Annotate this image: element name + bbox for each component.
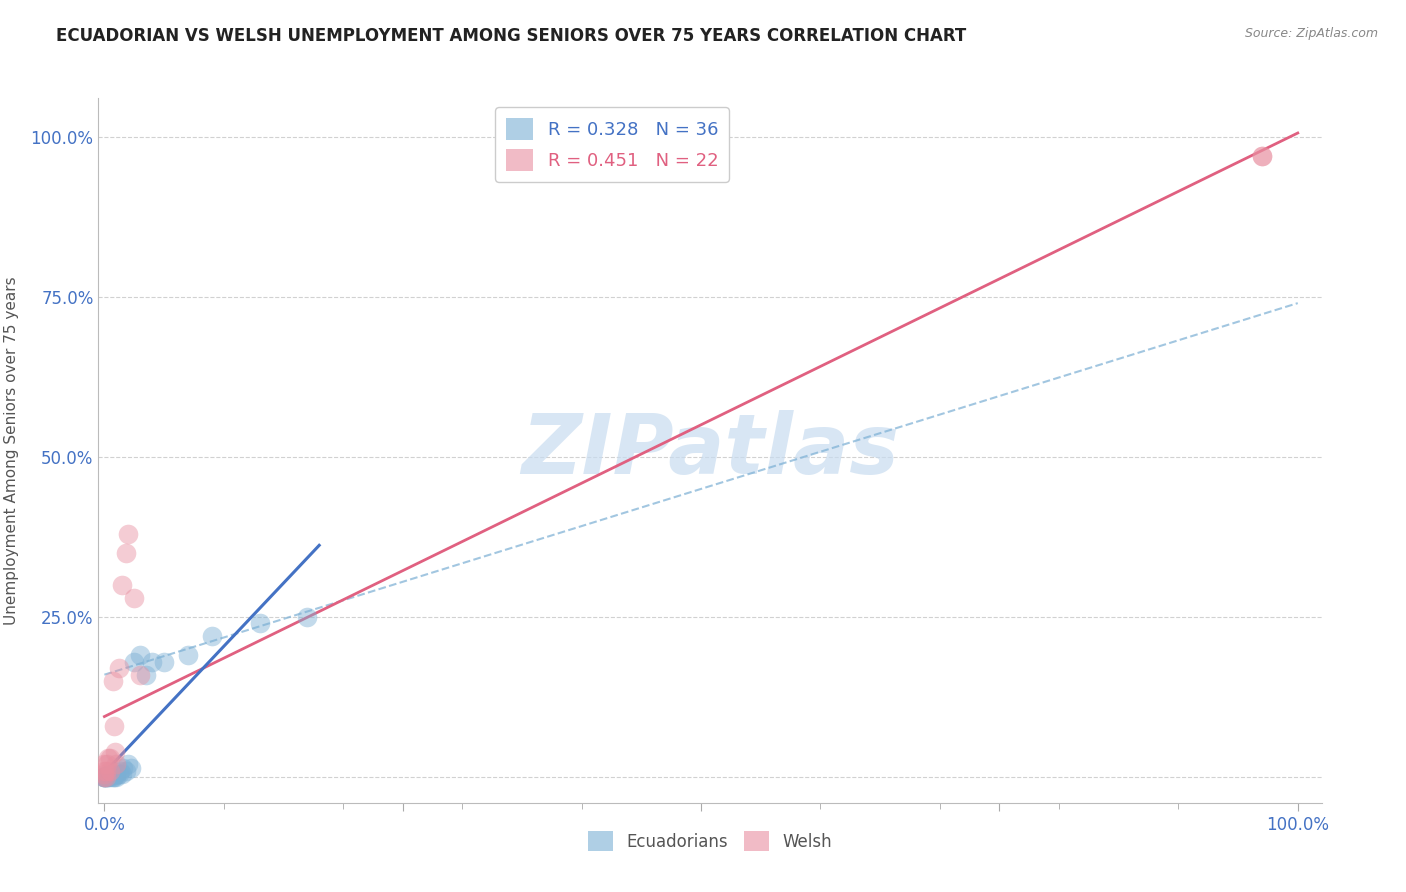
- Point: [115, 546, 138, 560]
- Point: [103, 767, 125, 781]
- Point: [129, 648, 152, 663]
- Point: [93, 764, 115, 778]
- Y-axis label: Unemployment Among Seniors over 75 years: Unemployment Among Seniors over 75 years: [4, 277, 20, 624]
- Point: [115, 764, 138, 778]
- Text: ZIPatlas: ZIPatlas: [522, 410, 898, 491]
- Text: Source: ZipAtlas.com: Source: ZipAtlas.com: [1244, 27, 1378, 40]
- Point: [1251, 149, 1274, 163]
- Point: [97, 751, 120, 765]
- Point: [93, 767, 115, 781]
- Point: [93, 757, 115, 772]
- Point: [117, 757, 139, 772]
- Point: [111, 578, 134, 592]
- Point: [135, 667, 157, 681]
- Point: [96, 769, 118, 783]
- Point: [98, 764, 121, 778]
- Point: [122, 591, 145, 605]
- Point: [96, 770, 118, 784]
- Point: [105, 765, 128, 780]
- Point: [94, 770, 117, 784]
- Point: [201, 629, 224, 643]
- Point: [93, 770, 115, 784]
- Point: [98, 768, 121, 782]
- Point: [101, 674, 124, 689]
- Point: [101, 767, 124, 781]
- Point: [103, 770, 125, 784]
- Point: [107, 661, 129, 675]
- Point: [141, 655, 163, 669]
- Point: [249, 616, 271, 631]
- Point: [98, 751, 121, 765]
- Point: [153, 655, 176, 669]
- Point: [108, 764, 131, 778]
- Point: [93, 770, 115, 784]
- Point: [98, 770, 121, 784]
- Point: [177, 648, 200, 663]
- Legend: Ecuadorians, Welsh: Ecuadorians, Welsh: [581, 824, 839, 858]
- Point: [117, 526, 139, 541]
- Point: [93, 770, 115, 784]
- Point: [122, 655, 145, 669]
- Point: [120, 760, 142, 774]
- Point: [93, 770, 115, 784]
- Point: [94, 770, 117, 784]
- Point: [101, 770, 124, 784]
- Point: [104, 745, 127, 759]
- Point: [105, 770, 128, 784]
- Point: [105, 757, 128, 772]
- Point: [297, 610, 319, 624]
- Point: [112, 760, 135, 774]
- Point: [105, 768, 128, 782]
- Text: ECUADORIAN VS WELSH UNEMPLOYMENT AMONG SENIORS OVER 75 YEARS CORRELATION CHART: ECUADORIAN VS WELSH UNEMPLOYMENT AMONG S…: [56, 27, 966, 45]
- Point: [93, 769, 115, 783]
- Point: [97, 770, 120, 784]
- Point: [103, 719, 125, 733]
- Point: [94, 764, 117, 778]
- Point: [93, 770, 115, 784]
- Point: [96, 757, 118, 772]
- Point: [129, 667, 152, 681]
- Point: [111, 767, 134, 781]
- Point: [97, 768, 120, 782]
- Point: [1251, 149, 1274, 163]
- Point: [94, 770, 117, 784]
- Point: [107, 767, 129, 781]
